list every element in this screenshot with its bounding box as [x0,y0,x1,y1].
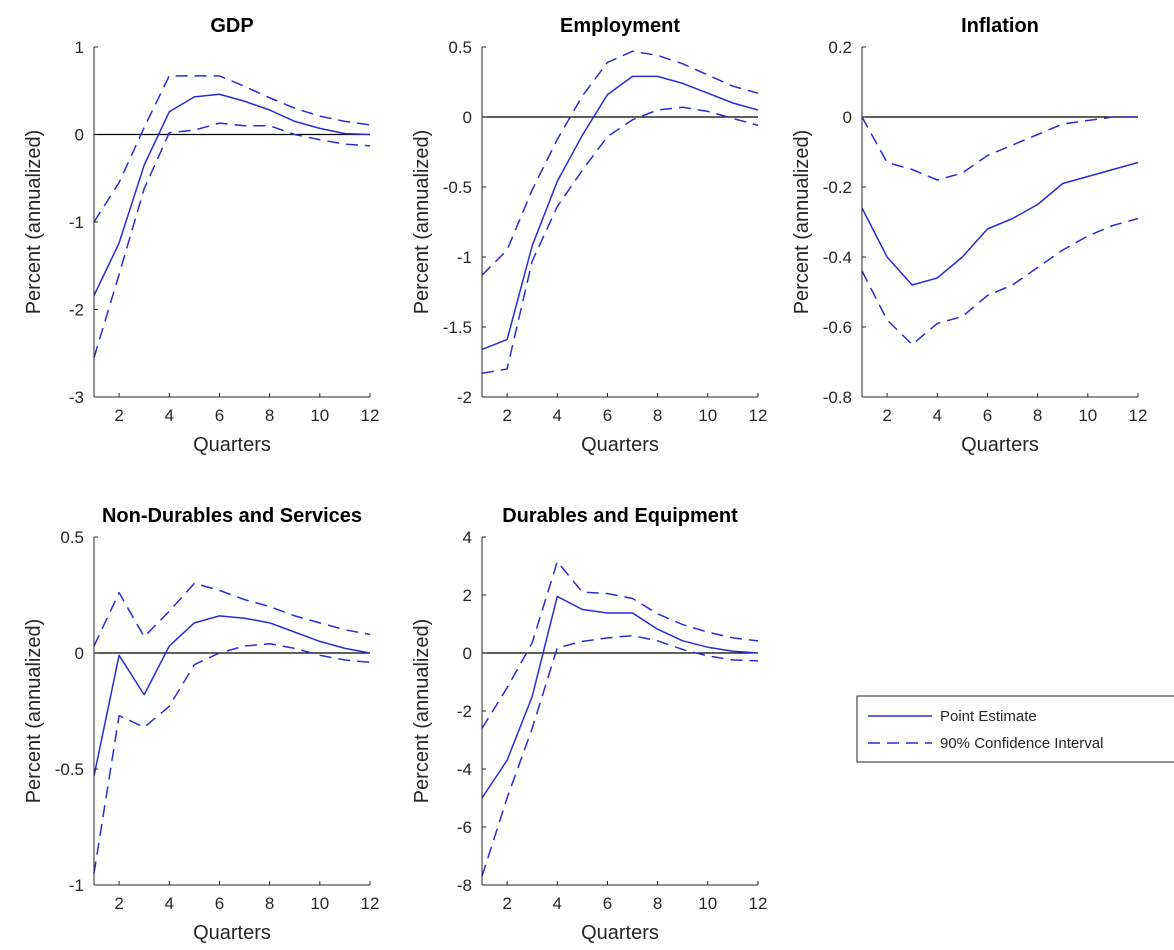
y-tick-label: -6 [457,818,472,837]
y-tick-label: -3 [69,388,84,407]
x-tick-label: 12 [361,406,380,425]
y-tick-label: 0 [75,644,84,663]
x-tick-label: 6 [983,406,992,425]
lower-confidence-line [481,106,759,374]
legend: Point Estimate 90% Confidence Interval [856,695,1174,763]
y-tick-label: -1 [69,213,84,232]
x-axis-label: Quarters [193,434,271,456]
chart-panels: GDP 2 4 6 8 10 12 -3 -2 -1 0 1 Quarters Percent (annu… [23,15,1147,944]
chart-title: Employment [560,15,680,37]
chart-title: GDP [210,15,253,37]
legend-label-point-estimate: Point Estimate [940,708,1037,725]
chart-title: Durables and Equipment [502,505,738,527]
x-tick-label: 4 [553,406,562,425]
chart-panel: Non-Durables and Services 2 4 6 8 10 12 -1 -0.5 0… [23,505,379,944]
x-tick-label: 8 [265,894,274,913]
x-tick-label: 2 [114,406,123,425]
x-tick-label: 4 [933,406,942,425]
y-axis-label: Percent (annualized) [411,130,433,315]
y-axis-label: Percent (annualized) [411,619,433,804]
upper-confidence-line [93,582,371,647]
x-tick-label: 12 [749,406,768,425]
y-axis-label: Percent (annualized) [23,619,45,804]
chart-title: Inflation [961,15,1039,37]
y-tick-label: -0.5 [443,178,472,197]
y-axis-label: Percent (annualized) [791,130,813,315]
chart-title: Non-Durables and Services [102,505,362,527]
y-tick-label: -0.5 [55,760,84,779]
chart-panel: GDP 2 4 6 8 10 12 -3 -2 -1 0 1 Quarters Percent (annu… [23,15,379,456]
x-tick-label: 6 [603,406,612,425]
x-tick-label: 10 [310,894,329,913]
x-axis-label: Quarters [581,922,659,944]
point-estimate-line [481,595,759,799]
x-axis-label: Quarters [581,434,659,456]
y-tick-label: -4 [457,760,472,779]
lower-confidence-line [93,122,371,358]
y-tick-label: -0.4 [823,248,852,267]
y-tick-label: 0 [843,108,852,127]
x-tick-label: 6 [215,406,224,425]
x-axis-label: Quarters [193,922,271,944]
y-tick-label: -1 [457,248,472,267]
x-tick-label: 8 [1033,406,1042,425]
chart-panel: Durables and Equipment 2 4 6 8 10 12 -8 -6 -4 -2 0 2… [411,505,767,944]
y-tick-label: 0.5 [60,528,84,547]
point-estimate-line [861,161,1139,286]
y-tick-label: -1 [69,876,84,895]
y-tick-label: 4 [463,528,472,547]
x-tick-label: 12 [749,894,768,913]
x-tick-label: 12 [361,894,380,913]
y-tick-label: 0 [463,644,472,663]
x-tick-label: 4 [165,406,174,425]
y-tick-label: -0.2 [823,178,852,197]
y-tick-label: 2 [463,586,472,605]
y-tick-label: -1.5 [443,318,472,337]
point-estimate-line [93,615,371,777]
y-tick-label: -8 [457,876,472,895]
chart-panel: Inflation 2 4 6 8 10 12 -0.8 -0.6 -0.4 -0.2 0 0.2 Qua… [791,15,1147,456]
y-tick-label: 1 [75,38,84,57]
legend-box [856,695,1174,763]
y-tick-label: -0.8 [823,388,852,407]
x-tick-label: 2 [502,406,511,425]
x-tick-label: 2 [882,406,891,425]
x-tick-label: 10 [1078,406,1097,425]
x-tick-label: 6 [603,894,612,913]
x-tick-label: 4 [553,894,562,913]
x-tick-label: 8 [653,894,662,913]
y-tick-label: 0.5 [448,38,472,57]
upper-confidence-line [93,75,371,223]
y-axis-label: Percent (annualized) [23,130,45,315]
x-tick-label: 10 [698,406,717,425]
x-tick-label: 6 [215,894,224,913]
lower-confidence-line [481,634,759,877]
lower-confidence-line [861,217,1139,346]
upper-confidence-line [481,560,759,729]
x-tick-label: 12 [1129,406,1148,425]
point-estimate-line [481,75,759,351]
x-axis-label: Quarters [961,434,1039,456]
y-tick-label: -2 [457,702,472,721]
y-tick-label: 0 [75,126,84,145]
upper-confidence-line [861,116,1138,181]
x-tick-label: 2 [114,894,123,913]
chart-panel: Employment 2 4 6 8 10 12 -2 -1.5 -1 -0.5 0 0.5 Quarte… [411,15,767,456]
x-tick-label: 10 [698,894,717,913]
y-tick-label: -2 [69,301,84,320]
point-estimate-line [93,93,371,296]
lower-confidence-line [93,642,371,874]
x-tick-label: 4 [165,894,174,913]
y-tick-label: 0 [463,108,472,127]
y-tick-label: 0.2 [828,38,852,57]
y-tick-label: -0.6 [823,318,852,337]
x-tick-label: 10 [310,406,329,425]
legend-label-confidence-interval: 90% Confidence Interval [940,735,1103,752]
x-tick-label: 8 [653,406,662,425]
y-tick-label: -2 [457,388,472,407]
x-tick-label: 2 [502,894,511,913]
x-tick-label: 8 [265,406,274,425]
